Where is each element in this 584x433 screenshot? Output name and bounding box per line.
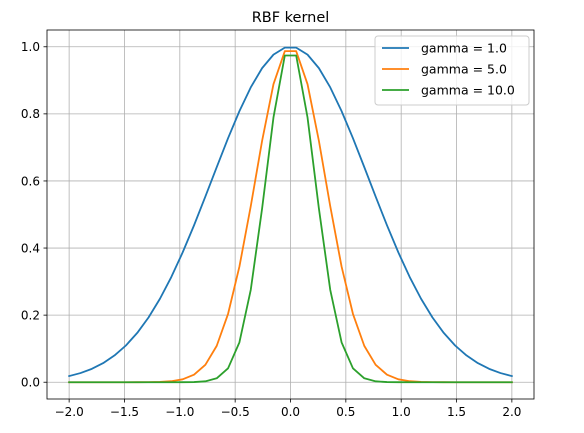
x-tick-label: −0.5 [221,405,250,419]
chart-title: RBF kernel [252,10,330,26]
x-tick-label: −1.0 [165,405,194,419]
x-tick-label: −2.0 [55,405,84,419]
x-tick-label: 1.0 [392,405,411,419]
x-axis-ticks: −2.0 −1.5 −1.0 −0.5 0.0 0.5 1.0 1.5 2.0 [55,399,521,419]
y-tick-label: 0.2 [21,308,40,322]
legend-label: gamma = 5.0 [421,62,507,77]
legend-label: gamma = 1.0 [421,41,507,56]
legend: gamma = 1.0 gamma = 5.0 gamma = 10.0 [374,35,530,106]
x-tick-label: 0.5 [336,405,355,419]
x-tick-label: 0.0 [281,405,300,419]
y-tick-label: 0.6 [21,174,40,188]
legend-label: gamma = 10.0 [421,83,515,98]
x-tick-label: 1.5 [447,405,466,419]
series-line-gamma-10-0 [68,54,513,384]
y-tick-label: 0.4 [21,241,40,255]
legend-box [374,35,530,106]
series-line-gamma-1-0 [68,46,513,378]
x-tick-label: −1.5 [110,405,139,419]
y-tick-label: 0.0 [21,376,40,390]
x-tick-label: 2.0 [502,405,521,419]
y-axis-ticks: 0.0 0.2 0.4 0.6 0.8 1.0 [21,40,47,390]
y-tick-label: 1.0 [21,40,40,54]
series-lines [68,46,513,384]
y-tick-label: 0.8 [21,107,40,121]
